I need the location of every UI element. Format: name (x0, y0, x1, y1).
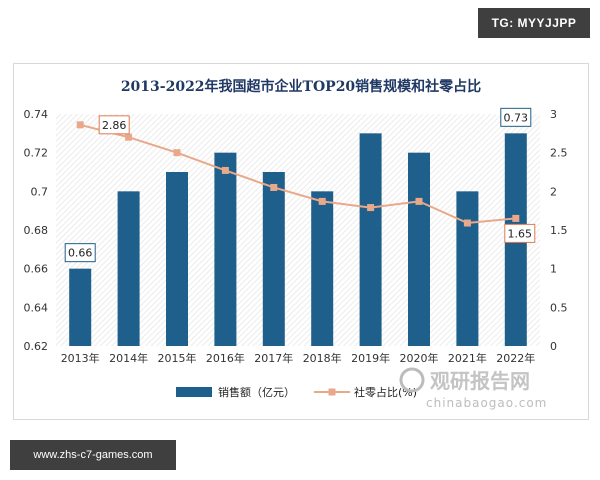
left-tick-label: 0.62 (24, 340, 49, 353)
legend-label-line: 社零占比(%) (354, 385, 417, 399)
line-label-first: 2.86 (102, 119, 127, 132)
bar (262, 172, 285, 346)
chart-svg: 2013-2022年我国超市企业TOP20销售规模和社零占比 0.620.640… (24, 78, 568, 410)
right-tick-label: 2 (550, 185, 557, 198)
right-tick-label: 0.5 (550, 301, 568, 314)
x-tick-label: 2016年 (206, 351, 245, 365)
left-tick-label: 0.66 (24, 263, 49, 276)
bar-label-first: 0.66 (68, 247, 93, 260)
x-tick-label: 2018年 (303, 351, 342, 365)
x-tick-label: 2013年 (61, 351, 100, 365)
right-tick-label: 3 (550, 108, 557, 121)
x-tick-label: 2020年 (400, 351, 439, 365)
data-labels: 0.66 0.73 2.86 1.65 (64, 107, 536, 263)
left-tick-label: 0.72 (24, 147, 49, 160)
line-point (76, 121, 84, 129)
bar (166, 172, 188, 346)
x-tick-label: 2017年 (254, 351, 293, 365)
tg-tag: TG: MYYJJPP (478, 8, 590, 38)
line-point (463, 219, 471, 227)
left-axis: 0.62 0.64 0.66 0.68 0.7 0.72 0.74 (24, 108, 49, 353)
line-point (270, 183, 278, 191)
x-tick-label: 2021年 (448, 351, 487, 365)
legend-swatch-marker (328, 388, 336, 396)
line-label-first-box (98, 115, 130, 135)
bar (69, 268, 92, 346)
left-tick-label: 0.74 (24, 108, 49, 121)
x-axis: 2013年 2014年 2015年 2016年 2017年 2018年 2019年 2020年… (61, 351, 536, 365)
line-point (512, 214, 520, 222)
line-label-last-box (504, 223, 536, 243)
bar (214, 152, 237, 346)
line-point (318, 197, 326, 205)
right-tick-label: 2.5 (550, 147, 568, 160)
footer-url: www.zhs-c7-games.com (10, 440, 176, 470)
x-tick-label: 2019年 (351, 351, 390, 365)
watermark-logo-icon (399, 367, 425, 393)
line-point (367, 204, 375, 212)
bar-label-last: 0.73 (504, 111, 529, 124)
x-tick-label: 2015年 (158, 351, 197, 365)
line-series (76, 121, 520, 227)
left-tick-label: 0.64 (24, 301, 49, 314)
legend: 销售额（亿元） 社零占比(%) (176, 385, 417, 399)
bar (456, 191, 479, 346)
bar (117, 191, 140, 346)
x-tick-label: 2014年 (109, 351, 148, 365)
legend-label-bar: 销售额（亿元） (218, 385, 295, 399)
line-path (79, 123, 516, 225)
watermark: 观研报告网 chinabaogao.com (399, 367, 547, 410)
right-axis: 0 0.5 1 1.5 2 2.5 3 (550, 108, 568, 353)
bar (359, 133, 382, 346)
right-tick-label: 0 (550, 340, 557, 353)
x-tick-label: 2022年 (496, 351, 535, 365)
chart-frame: 2013-2022年我国超市企业TOP20销售规模和社零占比 0.62 0.64 0… (13, 63, 589, 420)
line-point (125, 133, 133, 141)
bar (408, 152, 430, 346)
left-tick-label: 0.7 (31, 185, 49, 198)
chart-title: 2013-2022年我国超市企业TOP20销售规模和社零占比 (121, 78, 481, 95)
bar-label-first-box (64, 243, 96, 263)
bar (311, 191, 334, 346)
line-point (173, 149, 181, 157)
right-tick-label: 1 (550, 263, 557, 276)
watermark-url: chinabaogao.com (426, 396, 547, 410)
right-tick-label: 1.5 (550, 224, 568, 237)
bar-label-last-box (500, 107, 532, 127)
line-label-last: 1.65 (508, 227, 533, 240)
watermark-brand: 观研报告网 (430, 369, 530, 393)
left-tick-label: 0.68 (24, 224, 49, 237)
line-point (221, 166, 229, 174)
line-point (415, 197, 423, 205)
legend-swatch-bar (176, 387, 212, 397)
